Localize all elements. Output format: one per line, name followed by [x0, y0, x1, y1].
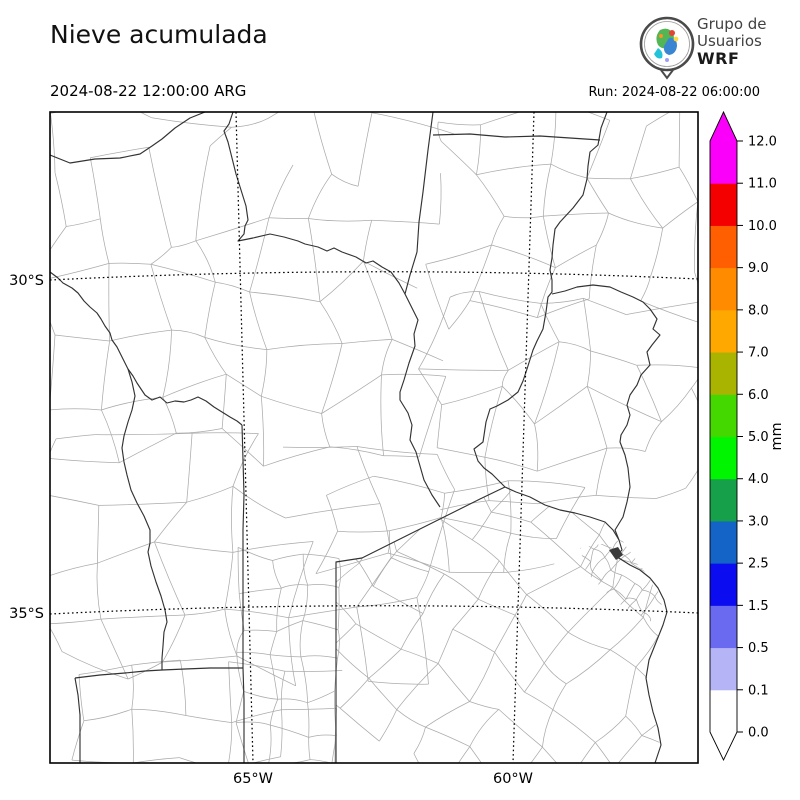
colorbar-segment	[710, 478, 737, 522]
province-boundary	[432, 133, 601, 141]
colorbar-tick-label: 11.0	[748, 177, 777, 192]
province-boundary	[399, 112, 441, 508]
logo-line1: Grupo de	[697, 15, 767, 33]
colorbar-tick-label: 10.0	[748, 219, 777, 234]
colorbar-tick-label: 9.0	[748, 261, 769, 276]
province-boundary	[121, 368, 168, 670]
province-boundary	[74, 667, 243, 679]
map-frame	[49, 111, 699, 764]
colorbar-tick-label: 12.0	[748, 135, 777, 150]
province-boundary	[50, 271, 243, 426]
colorbar-tick-label: 7.0	[748, 346, 769, 361]
colorbar-segment	[710, 183, 737, 226]
colorbar-segment	[710, 647, 737, 691]
colorbar-under-arrow	[710, 732, 737, 760]
province-boundary	[551, 284, 661, 541]
colorbar-tick-label: 0.1	[748, 683, 769, 698]
province-boundary	[74, 677, 81, 763]
colorbar-segment	[710, 225, 737, 269]
logo-globe-art	[654, 28, 679, 62]
latitude-tick-label: 30°S	[9, 273, 44, 289]
colorbar-segment	[710, 141, 737, 184]
province-boundary	[241, 424, 245, 763]
logo-text: Grupo de Usuarios WRF	[697, 15, 767, 68]
colorbar-tick-label: 0.5	[748, 641, 769, 656]
longitude-tick-label: 65°W	[233, 771, 273, 787]
graticule-line	[235, 112, 254, 763]
logo-wreath-texture	[639, 16, 695, 72]
province-boundary	[223, 112, 406, 295]
colorbar-segment	[710, 563, 737, 606]
logo-line3: WRF	[697, 49, 740, 68]
longitude-tick-label: 60°W	[493, 771, 533, 787]
graticule-line	[512, 112, 535, 763]
colorbar-tick-label: 4.0	[748, 472, 769, 487]
colorbar-tick-label: 6.0	[748, 388, 769, 403]
colorbar-tick-label: 0.0	[748, 726, 769, 741]
wrf-logo: Grupo de Usuarios WRF	[636, 8, 796, 80]
colorbar-tick-label: 3.0	[748, 514, 769, 529]
colorbar-segment	[710, 436, 737, 480]
graticule-line	[50, 605, 698, 615]
axis-labels: 30°S 35°S 65°W 60°W	[9, 273, 533, 787]
logo-wreath-tie	[660, 69, 674, 80]
run-time-label: Run: 2024-08-22 06:00:00	[588, 85, 760, 100]
colorbar-segment	[710, 352, 737, 395]
colorbar: 0.0 0.1 0.5 1.5 2.5 3.0 4.0 5.0 6.0 7.0 8.0 9.0 10.0…	[709, 110, 785, 762]
colorbar-tick-label: 8.0	[748, 303, 769, 318]
colorbar-units-label: mm	[769, 422, 785, 450]
colorbar-segment	[710, 394, 737, 437]
colorbar-tick-label: 2.5	[748, 557, 769, 572]
logo-line2: Usuarios	[697, 32, 762, 50]
province-boundary	[335, 486, 506, 763]
city-area-blob	[609, 547, 623, 560]
colorbar-tick-label: 5.0	[748, 430, 769, 445]
colorbar-segment	[710, 689, 737, 733]
graticule-line	[50, 271, 698, 281]
graticule	[50, 112, 698, 763]
latitude-tick-label: 35°S	[9, 606, 44, 622]
colorbar-over-arrow	[710, 112, 737, 141]
colorbar-segment	[710, 605, 737, 649]
page-title: Nieve acumulada	[50, 20, 268, 49]
wrf-logo-emblem	[639, 16, 695, 80]
province-boundary	[473, 112, 668, 763]
colorbar-segment	[710, 520, 737, 564]
colorbar-segment	[710, 309, 737, 353]
colorbar-segment	[710, 267, 737, 311]
department-mesh	[50, 112, 698, 763]
colorbar-tick-label: 1.5	[748, 599, 769, 614]
province-boundary	[50, 112, 206, 164]
province-boundaries	[50, 112, 668, 763]
valid-time-label: 2024-08-22 12:00:00 ARG	[50, 82, 247, 100]
